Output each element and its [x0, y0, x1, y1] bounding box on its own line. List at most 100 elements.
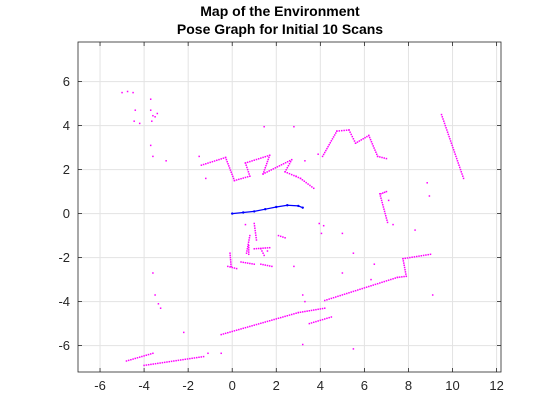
scan-point	[284, 315, 286, 318]
scan-point	[363, 287, 366, 289]
scan-point	[242, 177, 244, 179]
scan-point	[405, 273, 407, 275]
scan-point	[366, 135, 368, 138]
scan-point	[364, 136, 366, 139]
scan-point	[382, 204, 384, 206]
scan-point	[443, 120, 445, 122]
scan-point	[246, 166, 248, 169]
scan-point	[328, 298, 330, 300]
scan-point	[379, 282, 381, 284]
scan-point	[376, 282, 379, 285]
scan-point	[229, 266, 231, 268]
scan-point	[147, 363, 150, 366]
scan-point	[266, 264, 269, 267]
scan-point	[264, 321, 267, 323]
scan-point	[402, 260, 405, 262]
scan-point	[195, 356, 198, 359]
scan-point	[229, 169, 232, 171]
pose-node	[253, 210, 256, 213]
scan-point	[233, 267, 236, 269]
scan-point	[278, 165, 281, 167]
pose-graph	[231, 204, 304, 215]
scan-point	[261, 250, 263, 252]
scan-point	[401, 276, 403, 278]
scan-point	[173, 360, 175, 362]
scan-point	[385, 215, 387, 217]
scan-point	[186, 358, 189, 360]
scan-point	[168, 360, 171, 363]
scan-point	[247, 249, 250, 251]
scan-point	[381, 156, 383, 159]
scan-point	[427, 253, 429, 256]
scan-point	[200, 356, 203, 358]
scan-point	[449, 140, 452, 142]
scan-point	[183, 331, 185, 334]
scan-point	[333, 134, 336, 136]
scan-point	[227, 265, 229, 268]
scan-point	[295, 175, 297, 177]
scan-point	[224, 332, 227, 335]
scan-point	[242, 327, 244, 330]
scan-point	[445, 127, 447, 129]
scan-point	[156, 112, 159, 115]
scan-point	[311, 186, 313, 188]
scan-point	[392, 223, 394, 226]
scan-point	[228, 167, 231, 169]
scan-point	[213, 160, 216, 162]
scan-point	[230, 263, 232, 265]
scan-point	[159, 307, 162, 309]
x-tick-label: 10	[445, 378, 459, 393]
scan-point	[279, 235, 282, 238]
scan-point	[310, 309, 313, 312]
pose-graph-line	[232, 204, 303, 215]
scan-point	[170, 360, 173, 363]
scan-point	[293, 265, 295, 268]
scan-point	[326, 317, 328, 320]
scan-point	[151, 120, 153, 122]
scan-point	[138, 356, 141, 358]
scan-point	[230, 265, 232, 268]
scan-point	[265, 164, 267, 167]
grid	[78, 42, 501, 372]
scan-point	[182, 358, 184, 361]
scan-point	[260, 322, 262, 325]
scan-point	[319, 319, 322, 322]
scan-point	[251, 263, 253, 265]
scan-point	[319, 308, 322, 310]
scan-point	[205, 163, 207, 165]
scan-point	[134, 357, 137, 360]
scan-point	[271, 265, 273, 268]
scan-point	[286, 314, 289, 317]
scan-point	[218, 158, 220, 161]
scan-point	[247, 253, 250, 256]
scan-point	[277, 317, 280, 320]
y-tick-label: 0	[63, 206, 70, 221]
scan-point	[282, 236, 284, 238]
scan-point	[322, 153, 325, 156]
scan-point	[233, 330, 236, 332]
scan-point	[383, 157, 385, 159]
scan-point	[304, 310, 306, 313]
scan-point	[329, 142, 332, 144]
scan-point	[382, 192, 384, 194]
scan-point	[285, 169, 287, 171]
scan-point	[312, 321, 315, 324]
scan-point	[341, 272, 344, 274]
scan-point	[428, 195, 431, 197]
scan-point	[126, 90, 129, 93]
scan-point	[263, 125, 265, 128]
scan-point	[383, 191, 386, 194]
scan-point	[231, 330, 233, 333]
scan-point	[286, 171, 289, 174]
y-tick-label: 6	[63, 74, 70, 89]
scan-point	[232, 177, 235, 180]
scan-point	[276, 166, 279, 168]
scan-point	[341, 294, 344, 296]
scan-point	[321, 155, 324, 158]
scan-point	[216, 159, 218, 162]
scan-point	[290, 173, 293, 176]
x-tick-label: 0	[229, 378, 236, 393]
scan-point	[246, 250, 248, 252]
scan-point	[191, 357, 193, 360]
scan-point	[341, 232, 344, 235]
